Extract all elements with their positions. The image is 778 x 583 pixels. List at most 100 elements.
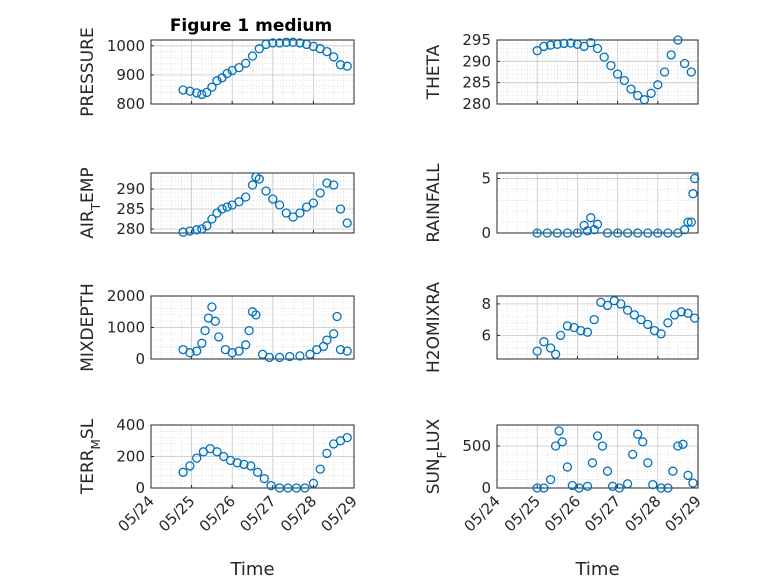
- data-point: [185, 461, 195, 471]
- data-point: [217, 204, 227, 214]
- data-point: [602, 466, 613, 476]
- y-axis-label: PRESSURE: [78, 27, 98, 116]
- data-point: [232, 458, 242, 468]
- x-tick-label: 05/29: [662, 492, 705, 535]
- data-point: [545, 474, 556, 485]
- data-point: [656, 483, 666, 493]
- subplot-5: 0 1000 2000 MIXDEPTH: [78, 283, 355, 372]
- data-point: [222, 202, 232, 212]
- data-point: [643, 228, 653, 238]
- subplot-4: 0 5 RAINFALL: [424, 163, 700, 243]
- x-tick-label: 05/24: [461, 492, 504, 535]
- data-point: [532, 46, 542, 56]
- data-point: [241, 58, 251, 68]
- y-tick-label: 400: [116, 416, 145, 434]
- y-tick-label: 200: [116, 448, 145, 466]
- data-point: [545, 40, 556, 50]
- data-point: [552, 39, 562, 49]
- x-tick-label: 05/24: [115, 492, 158, 535]
- data-point: [562, 228, 573, 238]
- data-point: [668, 466, 678, 476]
- data-point: [268, 38, 278, 48]
- data-point: [281, 208, 291, 218]
- data-point: [582, 481, 593, 491]
- data-point: [210, 316, 220, 326]
- data-point: [539, 483, 549, 493]
- y-axis-label: THETA: [424, 44, 444, 100]
- x-tick-label: 05/25: [501, 492, 544, 535]
- data-point: [197, 224, 207, 234]
- y-tick-label: 0: [135, 350, 145, 368]
- data-point: [335, 60, 346, 70]
- data-point: [247, 51, 258, 61]
- data-point: [555, 330, 566, 341]
- axes-frame: [496, 39, 699, 105]
- data-point: [239, 459, 249, 470]
- data-point: [285, 351, 295, 362]
- data-point: [244, 325, 254, 336]
- data-point: [178, 467, 188, 477]
- data-point: [288, 37, 298, 47]
- data-point: [274, 38, 285, 48]
- data-point: [587, 458, 598, 468]
- y-tick-label: 1000: [107, 319, 145, 337]
- data-point: [586, 37, 596, 48]
- data-point: [315, 188, 325, 198]
- data-point: [227, 348, 237, 358]
- y-tick-label: 5: [481, 169, 491, 187]
- data-point: [322, 335, 332, 345]
- data-point: [646, 88, 656, 98]
- data-point: [214, 332, 224, 342]
- data-point: [599, 52, 609, 62]
- y-tick-label: 290: [462, 52, 491, 70]
- data-point: [305, 349, 315, 359]
- subplot-3: 280 285 290 AIRTEMP: [78, 167, 355, 239]
- data-point: [342, 218, 352, 228]
- data-point: [653, 228, 663, 238]
- data-point: [686, 67, 696, 77]
- x-tick-label: 05/26: [541, 492, 584, 535]
- data-point: [636, 314, 646, 325]
- data-point: [295, 351, 305, 361]
- data-point: [247, 180, 258, 190]
- data-point: [202, 87, 212, 98]
- axes-border: [496, 295, 699, 360]
- data-point: [329, 52, 339, 62]
- data-point: [589, 314, 599, 325]
- data-point: [622, 479, 633, 489]
- data-point: [592, 219, 603, 229]
- data-point: [639, 95, 650, 105]
- data-point: [552, 228, 562, 238]
- data-point: [688, 189, 698, 199]
- data-point: [266, 480, 276, 491]
- data-point: [301, 202, 312, 212]
- x-tick-label: 05/29: [318, 492, 361, 535]
- data-point: [550, 441, 561, 451]
- data-point: [274, 200, 285, 210]
- y-tick-label: 285: [116, 200, 145, 218]
- y-tick-label: 280: [462, 95, 491, 113]
- data-point: [688, 478, 698, 488]
- data-point: [579, 41, 589, 52]
- data-point: [207, 82, 217, 92]
- data-point: [686, 217, 696, 227]
- y-axis-label: AIRTEMP: [78, 167, 103, 238]
- x-tick-label: 05/26: [196, 492, 239, 535]
- x-tick-label: 05/28: [621, 492, 664, 535]
- data-point: [566, 38, 576, 48]
- y-tick-label: 280: [116, 220, 145, 238]
- axes-border: [496, 172, 699, 234]
- data-point: [259, 473, 269, 484]
- data-point: [254, 44, 264, 54]
- data-point: [315, 464, 325, 474]
- data-point: [663, 228, 673, 238]
- y-tick-label: 8: [481, 295, 491, 313]
- data-point: [676, 307, 686, 317]
- data-point: [545, 343, 556, 353]
- y-tick-label: 500: [462, 437, 491, 455]
- data-point: [192, 88, 202, 98]
- data-point: [643, 458, 653, 468]
- data-point: [586, 213, 596, 223]
- x-axis-label: Time: [574, 559, 619, 580]
- data-point: [622, 228, 633, 238]
